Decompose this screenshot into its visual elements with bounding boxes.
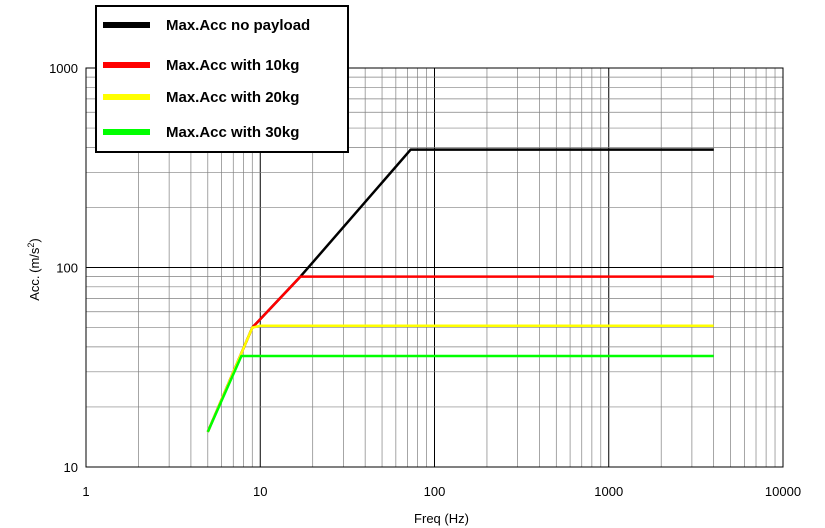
x-axis-tick-labels: 1 10 100 1000 10000 <box>82 484 801 499</box>
y-axis-title-superscript: 2 <box>26 243 36 248</box>
x-tick-label: 1 <box>82 484 89 499</box>
y-axis-tick-labels: 10 100 1000 <box>49 61 78 475</box>
x-axis-title: Freq (Hz) <box>414 511 469 526</box>
y-tick-label: 100 <box>56 261 78 276</box>
series-line <box>206 148 714 433</box>
legend-label: Max.Acc with 20kg <box>166 89 299 106</box>
x-tick-label: 100 <box>424 484 446 499</box>
legend-label: Max.Acc with 10kg <box>166 57 299 74</box>
series-line <box>206 275 714 433</box>
y-axis-title-main: Acc. (m/s <box>27 247 42 301</box>
x-tick-label: 1000 <box>594 484 623 499</box>
y-tick-label: 1000 <box>49 61 78 76</box>
y-axis-title: Acc. (m/s2) <box>26 238 42 301</box>
series-lines <box>206 148 714 433</box>
plot-area-frame <box>85 67 784 468</box>
x-tick-label: 10000 <box>765 484 801 499</box>
legend-label: Max.Acc no payload <box>166 17 310 34</box>
series-line <box>206 354 714 433</box>
legend-box <box>95 5 349 153</box>
x-tick-label: 10 <box>253 484 267 499</box>
y-tick-label: 10 <box>64 460 78 475</box>
legend-label: Max.Acc with 30kg <box>166 124 299 141</box>
legend: Max.Acc no payload Max.Acc with 10kg Max.A… <box>95 5 349 153</box>
series-line <box>206 324 714 433</box>
y-axis-title-close: ) <box>27 238 42 242</box>
